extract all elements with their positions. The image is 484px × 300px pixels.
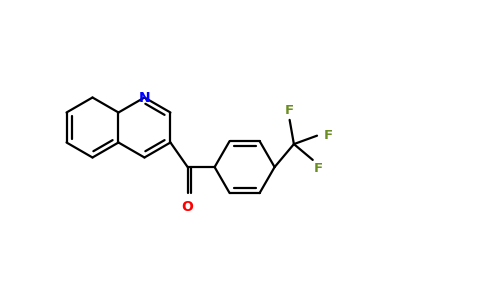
Text: N: N	[138, 91, 150, 104]
Text: F: F	[323, 129, 333, 142]
Text: F: F	[285, 104, 294, 117]
Text: O: O	[182, 200, 194, 214]
Text: F: F	[314, 162, 323, 176]
